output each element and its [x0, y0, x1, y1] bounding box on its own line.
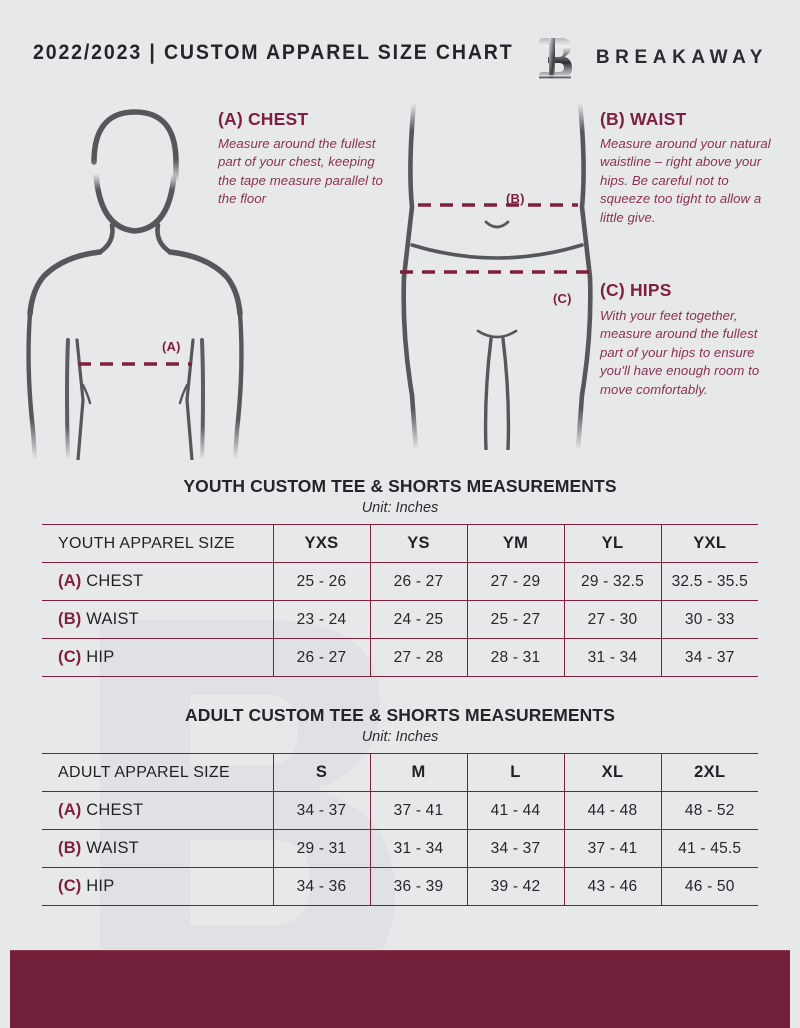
- measurement-value: 26 - 27: [369, 562, 467, 601]
- measurement-label: (C) HIP: [42, 638, 273, 677]
- adult-apparel-size-label: ADULT APPAREL SIZE: [42, 753, 273, 792]
- measurement-value: 31 - 34: [563, 638, 661, 677]
- measurement-value: 27 - 29: [466, 562, 564, 601]
- measurement-value: 34 - 37: [660, 638, 758, 677]
- measurement-value: 37 - 41: [563, 829, 661, 868]
- measurement-value: 32.5 - 35.5: [660, 562, 758, 601]
- footer-bar: [10, 950, 790, 1028]
- youth-apparel-size-label: YOUTH APPAREL SIZE: [42, 524, 273, 563]
- size-column-header: XL: [563, 753, 661, 792]
- waist-line-label: (B): [506, 191, 525, 206]
- adult-table-body: ADULT APPAREL SIZE S M L XL 2XL (A) CHEST 34 - …: [42, 753, 758, 906]
- hips-heading: (C) HIPS: [600, 280, 672, 300]
- measurement-tag: (B): [58, 610, 82, 628]
- measurement-value: 27 - 30: [563, 600, 661, 639]
- measurement-value: 26 - 27: [272, 638, 370, 677]
- chest-description: Measure around the fullest part of your …: [218, 136, 383, 207]
- table-row: (B) WAIST 29 - 31 31 - 34 34 - 37 37 - 41 41 …: [42, 829, 758, 868]
- adult-table-unit: Unit: Inches: [361, 729, 439, 745]
- youth-size-table-block: YOUTH CUSTOM TEE & SHORTS MEASUREMENTS U…: [42, 476, 758, 677]
- youth-table-title: YOUTH CUSTOM TEE & SHORTS MEASUREMENTS: [183, 476, 617, 496]
- measurement-value: 25 - 27: [466, 600, 564, 639]
- hip-line-label: (C): [553, 291, 572, 306]
- size-column-header: 2XL: [660, 753, 758, 792]
- size-column-header: YXS: [272, 524, 370, 563]
- measurement-value: 29 - 32.5: [563, 562, 661, 601]
- measurement-label: (C) HIP: [42, 867, 273, 906]
- measurement-value: 31 - 34: [369, 829, 467, 868]
- measurement-tag: (A): [58, 801, 82, 819]
- measurement-value: 27 - 28: [369, 638, 467, 677]
- measurement-tag: (C): [58, 648, 82, 666]
- measurement-value: 39 - 42: [466, 867, 564, 906]
- page-title: 2022/2023 | CUSTOM APPAREL SIZE CHART: [33, 41, 514, 64]
- table-row: (C) HIP 34 - 36 36 - 39 39 - 42 43 - 46 46 - …: [42, 867, 758, 906]
- measurement-tag: (A): [58, 572, 82, 590]
- table-row: (A) CHEST 34 - 37 37 - 41 41 - 44 44 - 48 48 …: [42, 791, 758, 830]
- measurement-value: 34 - 36: [272, 867, 370, 906]
- youth-table-body: YOUTH APPAREL SIZE YXS YS YM YL YXL (A) CHEST 2…: [42, 524, 758, 677]
- table-header-row: YOUTH APPAREL SIZE YXS YS YM YL YXL: [42, 524, 758, 563]
- measurement-value: 34 - 37: [466, 829, 564, 868]
- adult-size-table-block: ADULT CUSTOM TEE & SHORTS MEASUREMENTS U…: [42, 705, 758, 906]
- breakaway-b-logo-icon: [538, 38, 572, 79]
- measurement-label: (B) WAIST: [42, 829, 273, 868]
- measurement-label: (B) WAIST: [42, 600, 273, 639]
- page-header: 2022/2023 | CUSTOM APPAREL SIZE CHART: [0, 0, 800, 95]
- measurement-value: 41 - 44: [466, 791, 564, 830]
- size-column-header: YL: [563, 524, 661, 563]
- hips-description: With your feet together, measure around …: [600, 308, 760, 397]
- table-row: (C) HIP 26 - 27 27 - 28 28 - 31 31 - 34 34 - …: [42, 638, 758, 677]
- measurement-value: 25 - 26: [272, 562, 370, 601]
- measurement-value: 44 - 48: [563, 791, 661, 830]
- measurement-tag: (C): [58, 877, 82, 895]
- table-header-row: ADULT APPAREL SIZE S M L XL 2XL: [42, 753, 758, 792]
- waist-heading: (B) WAIST: [600, 109, 687, 129]
- measurement-value: 29 - 31: [272, 829, 370, 868]
- measurement-value: 34 - 37: [272, 791, 370, 830]
- brand-lockup: BREAKAWAY: [538, 36, 768, 80]
- size-column-header: L: [466, 753, 564, 792]
- measurement-label: (A) CHEST: [42, 791, 273, 830]
- size-column-header: S: [272, 753, 370, 792]
- chest-line-label: (A): [162, 339, 181, 354]
- measurement-value: 24 - 25: [369, 600, 467, 639]
- table-row: (A) CHEST 25 - 26 26 - 27 27 - 29 29 - 32.5 3…: [42, 562, 758, 601]
- size-column-header: YS: [369, 524, 467, 563]
- size-column-header: YXL: [660, 524, 758, 563]
- measurement-label: (A) CHEST: [42, 562, 273, 601]
- youth-table-unit: Unit: Inches: [361, 500, 439, 516]
- measurement-value: 41 - 45.5: [660, 829, 758, 868]
- adult-table-title: ADULT CUSTOM TEE & SHORTS MEASUREMENTS: [185, 705, 615, 725]
- measurement-value: 48 - 52: [660, 791, 758, 830]
- size-column-header: YM: [466, 524, 564, 563]
- measurement-value: 36 - 39: [369, 867, 467, 906]
- illustration-band: (A): [0, 95, 800, 465]
- size-column-header: M: [369, 753, 467, 792]
- brand-name: BREAKAWAY: [595, 47, 768, 68]
- upper-body-torso-illustration: [26, 109, 244, 460]
- adult-size-table: ADULT APPAREL SIZE S M L XL 2XL (A) CHEST 34 - …: [42, 753, 758, 906]
- measurement-value: 30 - 33: [660, 600, 758, 639]
- measurement-value: 28 - 31: [466, 638, 564, 677]
- lower-body-hips-illustration: [400, 100, 594, 450]
- table-row: (B) WAIST 23 - 24 24 - 25 25 - 27 27 - 30 30 …: [42, 600, 758, 639]
- chest-heading: (A) CHEST: [218, 109, 309, 129]
- waist-description: Measure around your natural waistline – …: [600, 136, 771, 225]
- measurement-value: 23 - 24: [272, 600, 370, 639]
- measurement-value: 46 - 50: [660, 867, 758, 906]
- measurement-value: 43 - 46: [563, 867, 661, 906]
- measurement-tag: (B): [58, 839, 82, 857]
- youth-size-table: YOUTH APPAREL SIZE YXS YS YM YL YXL (A) CHEST 2…: [42, 524, 758, 677]
- measurement-value: 37 - 41: [369, 791, 467, 830]
